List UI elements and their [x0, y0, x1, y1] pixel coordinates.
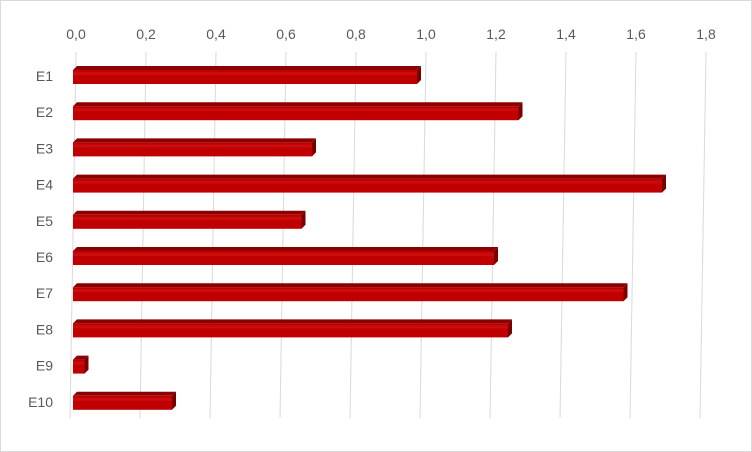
- category-label: E4: [36, 177, 53, 193]
- bar-side: [494, 247, 498, 265]
- category-label: E9: [36, 358, 53, 374]
- bar-side: [301, 210, 306, 229]
- category-label: E10: [28, 394, 53, 410]
- bar-highlight: [73, 397, 172, 401]
- bar-side: [312, 138, 316, 157]
- bar-side: [508, 319, 512, 338]
- bar-highlight: [73, 216, 302, 220]
- x-tick-label: 1,0: [416, 26, 436, 42]
- bar-side: [172, 391, 176, 410]
- bar: [73, 102, 523, 121]
- bar-top: [73, 319, 512, 324]
- gridline: [699, 51, 707, 419]
- bar: [73, 391, 176, 410]
- x-tick-label: 1,2: [486, 26, 506, 42]
- x-tick-label: 1,6: [626, 26, 646, 42]
- bars: [73, 66, 666, 410]
- category-label: E5: [36, 213, 53, 229]
- x-axis-ticks: 0,0 0,2 0,4 0,6 0,8 1,0 1,2 1,4 1,6 1,8: [66, 26, 716, 42]
- x-tick-label: 0,2: [136, 26, 156, 42]
- category-labels: E1 E2 E3 E4 E5 E6 E7 E8 E9 E10: [28, 68, 53, 410]
- bar-highlight: [73, 289, 624, 293]
- bar-top: [73, 210, 306, 215]
- bar-top: [73, 283, 628, 288]
- bar: [73, 210, 306, 229]
- bar-front: [73, 359, 85, 374]
- bar-highlight: [73, 72, 417, 75]
- bar-side: [84, 355, 89, 374]
- category-label: E6: [36, 249, 53, 265]
- bar: [73, 247, 498, 265]
- bar-highlight: [73, 180, 662, 184]
- bar-top: [73, 174, 666, 179]
- bar-top: [73, 247, 498, 251]
- category-label: E7: [36, 285, 53, 301]
- bar-side: [417, 66, 421, 84]
- bar-top: [73, 102, 523, 107]
- bar-highlight: [73, 325, 508, 329]
- bar-top: [73, 138, 316, 143]
- bar-side: [662, 174, 666, 193]
- gridline: [559, 51, 567, 419]
- x-tick-label: 0,8: [346, 26, 366, 42]
- bar: [73, 138, 316, 157]
- gridline: [629, 51, 637, 419]
- bar: [73, 319, 512, 338]
- x-tick-label: 0,0: [66, 26, 86, 42]
- category-label: E1: [36, 68, 53, 84]
- x-tick-label: 1,8: [696, 26, 716, 42]
- x-tick-label: 0,6: [276, 26, 296, 42]
- x-tick-label: 0,4: [206, 26, 226, 42]
- bar: [73, 355, 89, 374]
- bar-highlight: [73, 361, 85, 365]
- bar: [73, 283, 628, 302]
- bar-side: [623, 283, 628, 302]
- x-tick-label: 1,4: [556, 26, 576, 42]
- category-label: E3: [36, 140, 53, 156]
- category-label: E8: [36, 321, 53, 337]
- bar-side: [518, 102, 523, 121]
- bar-highlight: [73, 108, 519, 112]
- bar-highlight: [73, 144, 312, 148]
- bar-top: [73, 66, 421, 70]
- bar: [73, 66, 421, 84]
- bar-highlight: [73, 253, 494, 256]
- bar: [73, 174, 666, 193]
- bar-top: [73, 391, 176, 396]
- bar-top: [73, 355, 89, 360]
- category-label: E2: [36, 104, 53, 120]
